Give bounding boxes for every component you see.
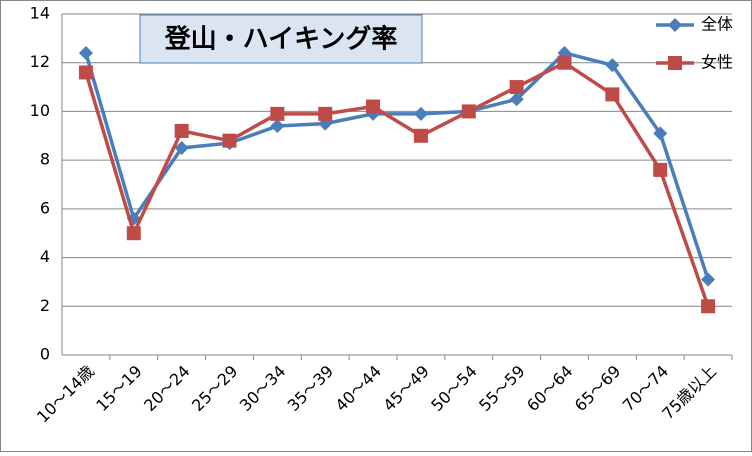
legend-label: 全体 [701,15,733,34]
point [668,18,682,32]
point [701,272,716,287]
point [605,58,620,73]
point [557,55,572,70]
line [84,51,710,281]
line [84,60,710,307]
point [78,45,93,60]
title-box [139,14,423,64]
point [653,162,668,177]
y-tick-label: 14 [30,4,50,23]
y-tick-label: 2 [40,296,50,315]
point [413,128,428,143]
point [366,99,381,114]
point [270,106,285,121]
y-tick-label: 10 [30,101,50,120]
y-tick-label: 0 [40,345,50,364]
point [509,92,524,107]
point [222,133,237,148]
point [270,119,285,134]
point [605,87,620,102]
legend-label: 女性 [701,53,733,72]
point [174,140,189,155]
point [78,65,93,80]
y-tick-label: 8 [40,150,50,169]
point [461,104,476,119]
y-tick-label: 4 [40,247,50,266]
point [701,299,716,314]
point [413,106,428,121]
y-tick-label: 12 [30,52,50,71]
point [126,226,141,241]
point [668,56,682,70]
point [509,80,524,95]
point [653,126,668,141]
chart-title: 登山・ハイキング率 [164,24,398,55]
y-tick-label: 6 [40,198,50,217]
point [318,106,333,121]
point [174,123,189,138]
